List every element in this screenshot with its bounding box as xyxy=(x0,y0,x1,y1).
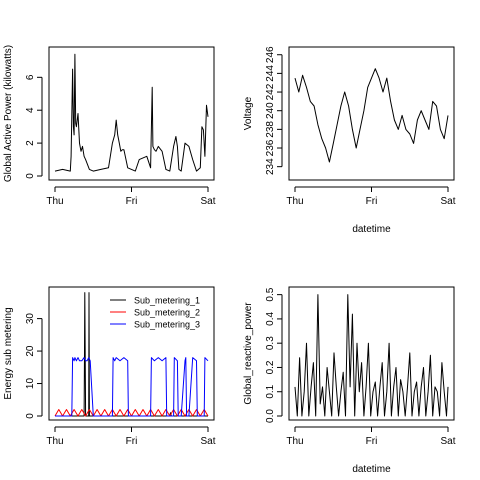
y-tick-label: 2 xyxy=(25,140,36,146)
series-line-1 xyxy=(55,292,208,417)
x-axis-label: datetime xyxy=(352,464,391,475)
y-tick-label: 242 xyxy=(265,83,276,100)
plot-frame xyxy=(48,286,215,421)
y-tick-label: 4 xyxy=(25,107,36,113)
x-tick-label: Thu xyxy=(46,196,63,207)
y-tick-label: 30 xyxy=(25,313,36,325)
y-tick-label: 0 xyxy=(25,173,36,179)
y-tick-label: 0.3 xyxy=(265,336,276,350)
series-line-2 xyxy=(54,409,209,417)
plot-frame xyxy=(48,46,215,181)
y-tick-label: 0.0 xyxy=(265,409,276,423)
y-tick-label: 6 xyxy=(25,74,36,80)
series-line-1 xyxy=(54,53,209,172)
x-tick-label: Sat xyxy=(200,436,215,447)
plot-frame xyxy=(288,286,455,421)
y-tick-label: 240 xyxy=(265,102,276,119)
x-tick-label: Thu xyxy=(286,436,303,447)
legend-label-2: Sub_metering_2 xyxy=(134,308,200,318)
y-axis-label: Energy sub metering xyxy=(3,307,14,399)
y-tick-label: 246 xyxy=(265,46,276,63)
y-tick-label: 20 xyxy=(25,345,36,357)
x-tick-label: Fri xyxy=(126,436,138,447)
series-line-3 xyxy=(55,357,209,417)
plot-frame xyxy=(288,46,455,181)
legend-label-3: Sub_metering_3 xyxy=(134,320,200,330)
x-tick-label: Fri xyxy=(366,436,378,447)
y-axis-label: Global_reactive_power xyxy=(243,302,254,405)
y-tick-label: 0 xyxy=(25,413,36,419)
y-axis-label: Global Active Power (kilowatts) xyxy=(3,45,14,182)
x-tick-label: Fri xyxy=(366,196,378,207)
y-tick-label: 0.1 xyxy=(265,384,276,398)
y-tick-label: 234 xyxy=(265,158,276,175)
x-axis-label: datetime xyxy=(352,224,391,235)
y-tick-label: 0.4 xyxy=(265,312,276,326)
x-tick-label: Sat xyxy=(440,436,455,447)
x-tick-label: Sat xyxy=(200,196,215,207)
series-line-1 xyxy=(294,294,449,417)
y-tick-label: 238 xyxy=(265,121,276,138)
x-tick-label: Thu xyxy=(46,436,63,447)
y-tick-label: 0.5 xyxy=(265,287,276,301)
y-tick-label: 244 xyxy=(265,65,276,82)
y-tick-label: 0.2 xyxy=(265,360,276,374)
x-tick-label: Thu xyxy=(286,196,303,207)
x-tick-label: Fri xyxy=(126,196,138,207)
legend-label-1: Sub_metering_1 xyxy=(134,296,200,306)
y-tick-label: 236 xyxy=(265,139,276,156)
x-tick-label: Sat xyxy=(440,196,455,207)
y-axis-label: Voltage xyxy=(243,96,254,130)
y-tick-label: 10 xyxy=(25,378,36,390)
series-line-1 xyxy=(294,68,449,163)
